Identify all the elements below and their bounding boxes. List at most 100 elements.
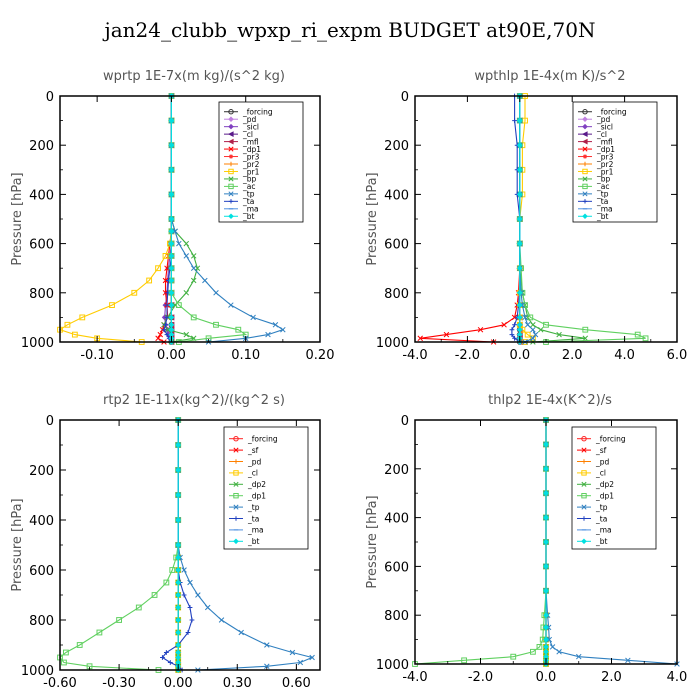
data-point xyxy=(162,277,169,284)
data-point xyxy=(634,331,641,338)
legend-item: _ac xyxy=(578,182,609,191)
legend-item: _forcing xyxy=(578,108,627,117)
y-tick-label: 0 xyxy=(46,90,54,105)
legend-label: _mfl xyxy=(596,137,613,146)
data-point xyxy=(168,142,175,149)
data-point xyxy=(530,335,536,342)
data-point xyxy=(175,517,182,523)
y-tick-label: 400 xyxy=(29,188,54,203)
panel-3: rtp2 1E-11x(kg^2)/(kg^2 s) Pressure [hPa]… xyxy=(10,393,321,691)
data-point xyxy=(524,322,531,328)
y-tick-label: 400 xyxy=(29,514,54,529)
data-point xyxy=(164,326,171,333)
series-line xyxy=(420,96,521,343)
legend-item: _cl xyxy=(229,469,258,478)
legend-label: _bt xyxy=(595,537,608,546)
legend-marker xyxy=(233,504,239,510)
y-tick-label: 1000 xyxy=(376,658,409,673)
data-point xyxy=(183,290,190,296)
x-tick-label: -2.0 xyxy=(468,670,493,685)
data-point xyxy=(238,629,244,636)
data-point xyxy=(543,465,549,472)
legend-label: _sicl xyxy=(242,122,259,131)
data-point xyxy=(522,314,528,321)
legend-marker xyxy=(582,183,588,190)
legend-marker xyxy=(233,447,239,453)
legend-label: _bp xyxy=(596,175,611,184)
legend-item: _dp2 xyxy=(229,480,266,489)
legend-marker xyxy=(582,123,588,130)
legend-marker xyxy=(581,131,588,137)
legend-label: _cl xyxy=(242,130,253,139)
data-point xyxy=(168,216,175,222)
y-tick-label: 400 xyxy=(384,188,409,203)
data-point xyxy=(175,579,182,586)
legend-marker xyxy=(227,138,234,145)
legend-box xyxy=(572,101,658,223)
data-point xyxy=(538,326,544,333)
legend-item: _pr3 xyxy=(224,152,260,161)
data-point xyxy=(79,314,86,321)
data-point xyxy=(175,302,182,309)
legend-marker xyxy=(582,109,588,115)
data-point xyxy=(509,327,515,333)
data-point xyxy=(167,660,173,665)
legend-item: _pr3 xyxy=(578,152,614,161)
legend-marker xyxy=(228,168,234,175)
legend-item: _tp xyxy=(577,503,608,512)
data-point xyxy=(190,314,197,321)
legend-item: _pd xyxy=(577,457,610,466)
legend-label: _pr3 xyxy=(242,152,260,161)
data-point xyxy=(516,142,523,149)
data-point xyxy=(575,653,582,660)
data-point xyxy=(135,604,142,611)
data-point xyxy=(175,592,182,598)
data-point xyxy=(168,240,175,247)
y-axis-label: Pressure [hPa] xyxy=(10,498,25,591)
legend-item: _pr1 xyxy=(578,167,614,176)
legend-item: _cl xyxy=(578,130,607,139)
data-point xyxy=(218,617,225,623)
data-point xyxy=(543,490,549,497)
data-point xyxy=(546,636,553,643)
legend-item: _dp1 xyxy=(224,145,261,154)
legend-marker xyxy=(233,538,239,545)
legend-item: _sicl xyxy=(578,122,613,131)
legend-marker xyxy=(581,470,587,476)
series-bt xyxy=(543,417,549,667)
data-point xyxy=(175,492,182,498)
legend-item: _ta xyxy=(229,514,259,523)
legend-marker xyxy=(228,123,234,130)
legend-marker xyxy=(581,138,588,145)
series-line xyxy=(59,420,179,671)
legend-label: _sicl xyxy=(596,122,613,131)
data-point xyxy=(582,326,589,333)
data-point xyxy=(516,302,523,309)
legend-label: _cl xyxy=(595,469,606,478)
data-point xyxy=(116,617,122,623)
y-tick-label: 1000 xyxy=(376,336,409,351)
data-point xyxy=(272,322,279,328)
legend-marker xyxy=(581,538,587,545)
legend-label: _dp2 xyxy=(595,480,614,489)
series-dp1 xyxy=(417,93,523,345)
x-tick-label: 4.0 xyxy=(667,670,688,685)
data-point xyxy=(527,314,534,321)
legend: _forcing_pd_sicl_cl_mfl_dp1_pr3_pr2_pr1_… xyxy=(572,101,658,223)
legend-label: _bp xyxy=(242,175,257,184)
x-tick-label: 0.00 xyxy=(164,676,193,691)
data-point xyxy=(625,657,631,664)
legend-label: _tp xyxy=(242,190,255,199)
data-point xyxy=(71,331,78,338)
data-point xyxy=(146,277,153,284)
x-tick-label: 0.30 xyxy=(223,676,252,691)
legend-marker xyxy=(233,436,239,442)
x-tick-label: -2.0 xyxy=(455,348,480,363)
series-dp1 xyxy=(412,417,549,667)
data-point xyxy=(556,649,562,655)
data-point xyxy=(175,604,182,611)
legend-item: _ma xyxy=(229,526,264,535)
legend-label: _ta xyxy=(247,514,259,523)
legend-label: _ta xyxy=(242,197,254,206)
data-point xyxy=(155,335,161,342)
